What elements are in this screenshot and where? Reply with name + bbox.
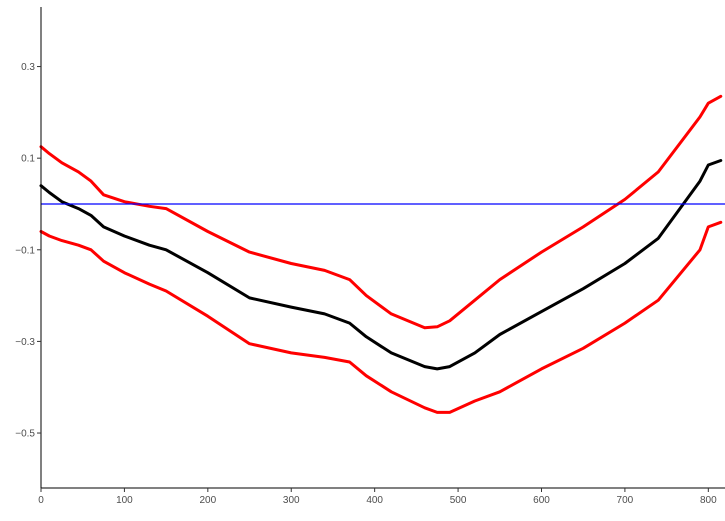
series-line-3 — [39, 220, 723, 414]
y-tick-label: −0.5 — [15, 429, 35, 440]
x-tick-label: 400 — [366, 495, 383, 506]
x-tick-label: 800 — [700, 495, 717, 506]
y-tick-label: 0.1 — [21, 154, 35, 165]
x-tick-label: 200 — [199, 495, 216, 506]
y-tick-label: 0.3 — [21, 62, 35, 73]
x-tick-label: 600 — [533, 495, 550, 506]
axes-layer: 0.3 0.1 −0.1 −0.3 −0.5 0 100 200 300 400 500 600 700… — [15, 7, 725, 506]
x-tick-label: 700 — [617, 495, 634, 506]
x-tick-label: 100 — [116, 495, 133, 506]
x-tick-label: 500 — [450, 495, 467, 506]
y-tick-label: −0.3 — [15, 337, 35, 348]
series-line-1 — [39, 94, 723, 330]
y-tick-label: −0.1 — [15, 245, 35, 256]
x-tick-label: 300 — [283, 495, 300, 506]
x-tick-label: 0 — [38, 495, 44, 506]
series-layer — [39, 94, 723, 414]
series-line-2 — [39, 159, 723, 371]
